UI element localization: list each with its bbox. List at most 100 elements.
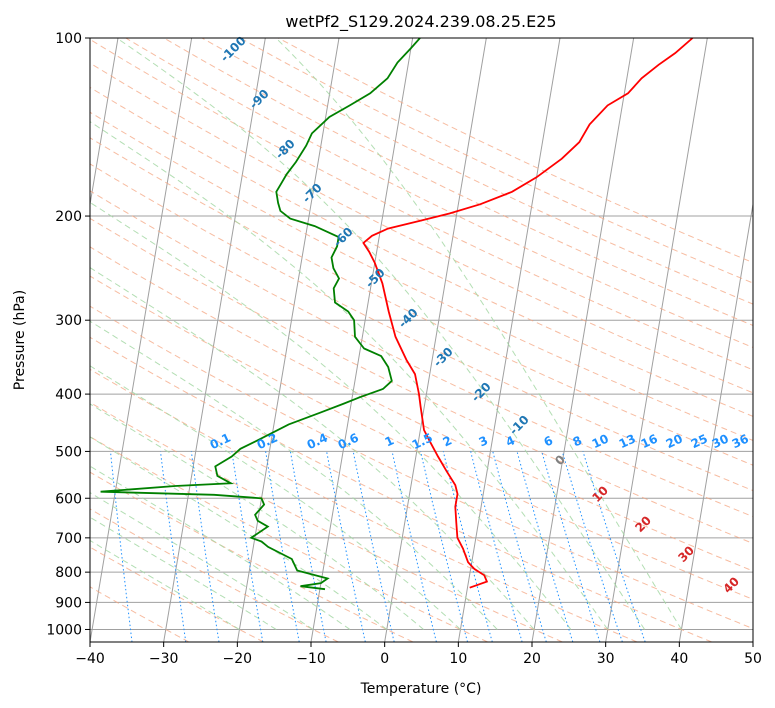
mixing-ratio-label: 0.6 bbox=[336, 431, 361, 453]
dry-adiabat bbox=[90, 217, 753, 545]
y-tick-label: 300 bbox=[55, 313, 82, 329]
dry-adiabat bbox=[90, 336, 712, 642]
mixing-ratio-line bbox=[326, 451, 366, 642]
isotherm-line bbox=[457, 38, 561, 642]
x-tick-label: 30 bbox=[597, 651, 615, 667]
mixing-ratio-label: 6 bbox=[542, 433, 555, 449]
mixing-ratio-line bbox=[231, 451, 264, 642]
isotherm-line bbox=[605, 38, 708, 642]
isotherm-line bbox=[678, 201, 753, 642]
dry-adiabat bbox=[90, 246, 753, 572]
y-tick-label: 400 bbox=[55, 387, 82, 403]
x-tick-label: 0 bbox=[380, 651, 389, 667]
chart-title: wetPf2_S129.2024.239.08.25.E25 bbox=[285, 12, 556, 32]
temperature-profile-line bbox=[362, 38, 694, 589]
dry-adiabat-label: 0 bbox=[552, 452, 568, 468]
dry-adiabat bbox=[90, 401, 563, 642]
mixing-ratio-label: 13 bbox=[617, 432, 638, 452]
x-axis-label: Temperature (°C) bbox=[360, 681, 482, 697]
mixing-ratio-label: 36 bbox=[730, 432, 751, 452]
mixing-ratio-label: 3 bbox=[477, 433, 490, 449]
mixing-ratio-label: 20 bbox=[664, 432, 685, 452]
mixing-ratio-line bbox=[470, 451, 523, 642]
mixing-ratio-label: 0.1 bbox=[208, 431, 233, 453]
dry-adiabat bbox=[239, 38, 753, 284]
dry-adiabat bbox=[90, 163, 753, 492]
dry-adiabat bbox=[90, 62, 753, 394]
isotherm-line bbox=[90, 38, 193, 642]
dry-adiabat bbox=[90, 86, 753, 417]
dry-adiabat bbox=[90, 436, 488, 642]
dry-adiabat bbox=[90, 546, 264, 642]
y-tick-label: 100 bbox=[55, 31, 82, 47]
moist-adiabat bbox=[90, 492, 314, 630]
dry-adiabat bbox=[278, 38, 753, 264]
mixing-ratio-line bbox=[442, 451, 493, 642]
moist-adiabat bbox=[90, 121, 609, 630]
mixing-ratio-label: 16 bbox=[639, 432, 660, 452]
x-axis: −40 −30 −20 −10 0 10 20 30 40 50 bbox=[75, 642, 762, 667]
moist-adiabat bbox=[90, 539, 240, 630]
series-layer bbox=[100, 38, 694, 591]
mixing-ratio-line bbox=[492, 451, 547, 642]
mixing-ratio-label: 8 bbox=[571, 433, 584, 449]
mixing-ratio-line bbox=[110, 451, 133, 642]
isotherm-line bbox=[163, 38, 266, 642]
dry-adiabat-label: -90 bbox=[247, 87, 272, 112]
x-tick-label: −40 bbox=[75, 651, 105, 667]
y-tick-label: 500 bbox=[55, 444, 82, 460]
mixing-ratio-label: 2 bbox=[441, 433, 454, 449]
mixing-ratio-line bbox=[289, 451, 327, 642]
y-tick-label: 600 bbox=[55, 491, 82, 507]
moist-adiabat bbox=[90, 465, 351, 630]
dry-adiabat-label: 10 bbox=[589, 483, 611, 505]
isotherm-line bbox=[384, 38, 487, 642]
dry-adiabat bbox=[90, 38, 753, 371]
mixing-ratio-line bbox=[420, 451, 468, 642]
dry-adiabat bbox=[125, 38, 753, 348]
mixing-ratio-label: 1 bbox=[383, 433, 396, 449]
dry-adiabat-label: 20 bbox=[632, 513, 654, 535]
moist-adiabat bbox=[90, 267, 535, 630]
mixing-ratio-label: 25 bbox=[689, 432, 710, 452]
x-tick-label: 20 bbox=[523, 651, 541, 667]
dry-adiabat-label: 40 bbox=[720, 574, 742, 596]
moist-adiabat bbox=[90, 201, 572, 630]
mixing-ratio-line bbox=[391, 451, 437, 642]
x-tick-label: −10 bbox=[296, 651, 326, 667]
mixing-ratio-label: 0.2 bbox=[255, 431, 280, 453]
y-axis-label: Pressure (hPa) bbox=[12, 290, 28, 390]
dry-adiabat bbox=[163, 38, 753, 327]
moist-adiabat bbox=[90, 320, 498, 630]
y-tick-label: 1000 bbox=[46, 622, 82, 638]
dry-adiabat-label: -60 bbox=[331, 225, 356, 250]
x-tick-label: 40 bbox=[670, 651, 688, 667]
mixing-ratio-line bbox=[190, 451, 220, 642]
isotherm-line bbox=[531, 38, 635, 642]
mixing-ratio-label: 1.5 bbox=[410, 431, 435, 453]
dry-adiabat bbox=[90, 586, 190, 642]
dry-adiabat bbox=[90, 471, 414, 642]
x-tick-label: 50 bbox=[744, 651, 762, 667]
mixing-ratio-label: 10 bbox=[590, 432, 611, 452]
mixing-ratio-line bbox=[561, 451, 623, 642]
isotherm-line bbox=[752, 638, 753, 642]
moist-adiabat bbox=[90, 365, 461, 630]
dry-adiabat-label: -20 bbox=[469, 380, 494, 405]
y-axis: 100 200 300 400 500 600 700 800 900 1000 bbox=[46, 31, 90, 638]
dry-adiabat bbox=[90, 111, 753, 441]
mixing-ratio-line bbox=[541, 451, 601, 642]
mixing-ratio-label: 30 bbox=[710, 432, 731, 452]
isotherm-line bbox=[236, 38, 340, 642]
mixing-ratio-line bbox=[352, 451, 395, 642]
mixing-ratio-line bbox=[516, 451, 574, 642]
y-tick-label: 200 bbox=[55, 209, 82, 225]
moist-adiabat bbox=[90, 516, 277, 630]
x-tick-label: 10 bbox=[449, 651, 467, 667]
mixing-ratio-label: 0.4 bbox=[305, 431, 330, 453]
dry-adiabat bbox=[90, 275, 753, 600]
grid-layer bbox=[90, 38, 753, 642]
mixing-ratio-line bbox=[160, 451, 187, 642]
dewpoint-profile-line bbox=[100, 38, 421, 591]
